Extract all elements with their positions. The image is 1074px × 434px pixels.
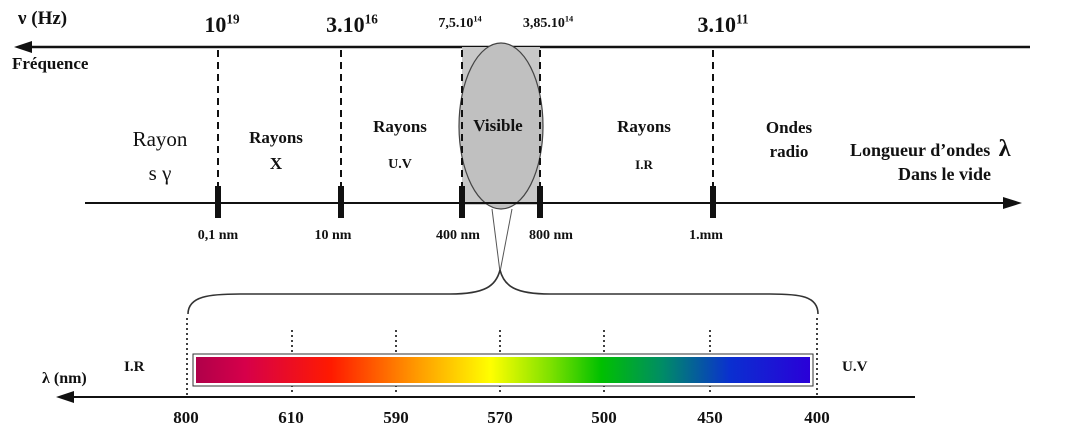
wavelength-tick-mark: [710, 186, 716, 218]
visible-ellipse: [458, 42, 544, 210]
zoom-brace: [187, 269, 819, 315]
frequency-axis-arrowhead: [14, 41, 32, 53]
spectrum-tick-label: 400: [804, 408, 830, 427]
frequency-tick-label: 3,85.1014: [522, 14, 574, 31]
spectrum-tick-label: 590: [383, 408, 409, 427]
wavelength-tick-label: 10 nm: [314, 228, 352, 243]
wavelength-tick-mark: [338, 186, 344, 218]
spectrum-tick-label: 610: [278, 408, 304, 427]
spectrum-axis-arrowhead: [56, 391, 74, 403]
frequency-tick-label: 3.1011: [697, 11, 749, 37]
wavelength-tick-label: 400 nm: [436, 228, 480, 243]
spectrum-tick-label: 450: [697, 408, 723, 427]
frequency-tick-label: 1019: [204, 11, 240, 37]
wavelength-tick-label: 800 nm: [529, 228, 573, 243]
region-label-visible: Visible: [473, 116, 523, 135]
spectrum-tick-label: 570: [487, 408, 513, 427]
spectrum-tick-label: 500: [591, 408, 617, 427]
frequency-axis-label: Fréquence: [12, 54, 89, 73]
wavelength-tick-label: 1.mm: [689, 228, 723, 243]
wavelength-tick-mark: [459, 186, 465, 218]
region-label-radio: Ondes radio: [765, 118, 813, 161]
wavelength-tick-marks: [215, 186, 716, 218]
spectrum-left-label: I.R: [124, 359, 145, 375]
region-label-uv: Rayons U.V: [373, 117, 427, 172]
frequency-symbol-label: ν (Hz): [18, 8, 68, 29]
frequency-tick-label: 7,5.1014: [438, 14, 482, 31]
region-label-xray: Rayons X: [249, 128, 303, 173]
region-label-gamma: Rayon s γ: [132, 127, 188, 185]
frequency-tick-label: 3.1016: [326, 11, 378, 37]
wavelength-tick-label: 0,1 nm: [197, 228, 239, 243]
spectrum-right-label: U.V: [842, 359, 868, 375]
spectrum-tick-label: 800: [173, 408, 199, 427]
zoom-line-right: [499, 208, 513, 273]
wavelength-axis-label: Longueur d’ondes λ: [850, 136, 1011, 162]
wavelength-tick-mark: [215, 186, 221, 218]
region-label-ir: Rayons I.R: [617, 117, 671, 172]
wavelength-axis-arrowhead: [1003, 197, 1022, 209]
spectrum-bar: [196, 357, 810, 383]
wavelength-tick-mark: [537, 186, 543, 218]
zoom-line-left: [491, 208, 501, 273]
boundary-dashes: [217, 50, 714, 188]
wavelength-axis-sublabel: Dans le vide: [898, 164, 992, 184]
spectrum-axis-label: λ (nm): [42, 370, 87, 387]
spectrum-dotted-lines: [186, 318, 818, 395]
